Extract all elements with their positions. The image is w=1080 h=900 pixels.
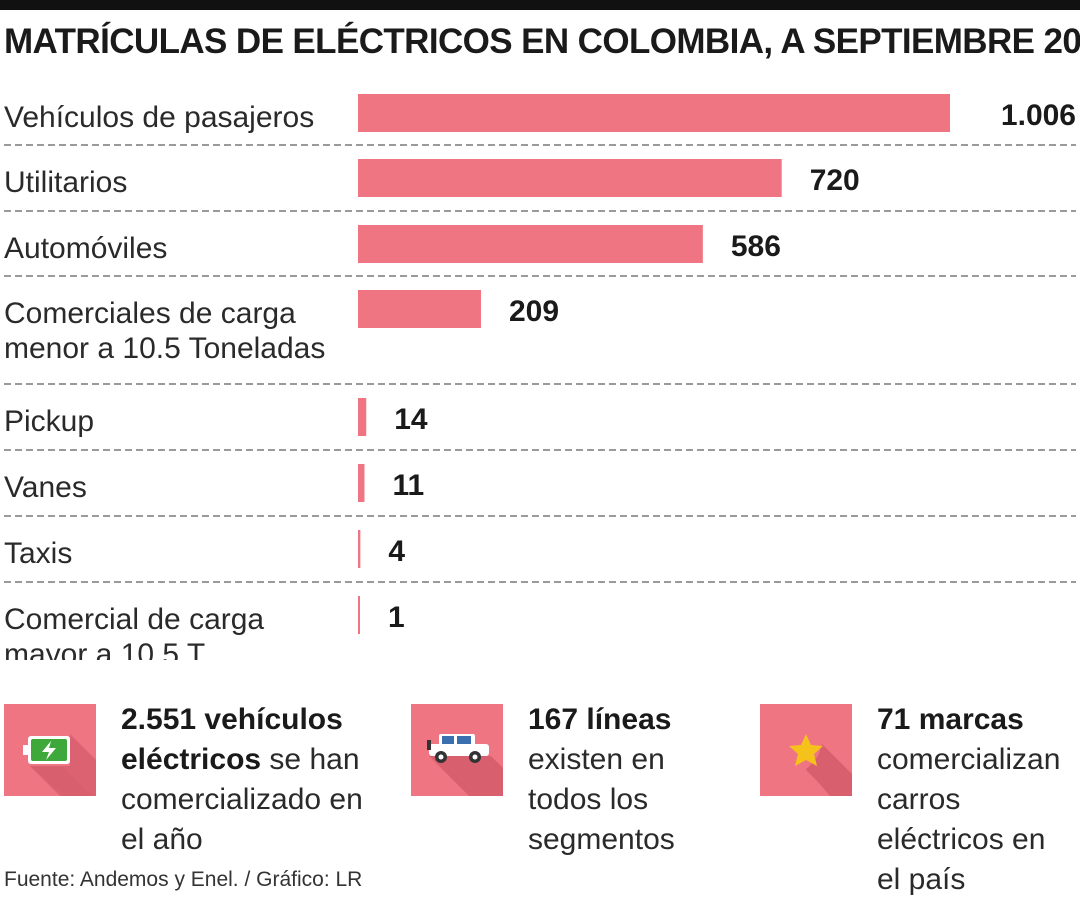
value-label: 209	[509, 295, 559, 328]
bar	[358, 530, 361, 568]
value-label: 11	[392, 469, 424, 502]
source-note: Fuente: Andemos y Enel. / Gráfico: LR	[4, 868, 363, 891]
stat-bold: 2.551 vehículos eléctricos	[121, 703, 343, 776]
value-label: 14	[394, 403, 428, 436]
bar	[358, 225, 703, 263]
bar	[358, 596, 360, 634]
bar	[358, 398, 367, 436]
star-icon	[760, 704, 852, 796]
stat-rest: se han comercializado en el año	[121, 743, 363, 856]
stat-text: 71 marcas comercializan carros eléctrico…	[877, 700, 1077, 900]
bar-chart: Vehículos de pasajeros 1.006 Utilitarios 72…	[4, 94, 1076, 660]
chart-title: MATRÍCULAS DE ELÉCTRICOS EN COLOMBIA, A …	[4, 22, 1080, 61]
category-label: Automóviles	[4, 232, 167, 265]
category-label: Pickup	[4, 405, 94, 438]
bar	[358, 464, 365, 502]
battery-icon	[4, 704, 96, 796]
stat-bold: 71 marcas	[877, 703, 1024, 736]
stat-text: 167 líneas existen en todos los segmento…	[528, 700, 698, 860]
bar	[358, 290, 481, 328]
stat-rest: comercializan carros eléctricos en el pa…	[877, 743, 1061, 896]
category-label: Utilitarios	[4, 166, 127, 199]
value-label: 1	[388, 601, 405, 634]
stat-rest: existen en todos los segmentos	[528, 743, 675, 856]
value-label: 720	[810, 164, 860, 197]
value-label: 4	[388, 535, 405, 568]
category-label: Vanes	[4, 471, 87, 504]
stat-bold: 167 líneas	[528, 703, 672, 736]
category-label: Comerciales de carga menor a 10.5 Tonelad…	[4, 297, 325, 365]
category-label: Taxis	[4, 537, 72, 570]
bar	[358, 159, 782, 197]
car-icon	[411, 704, 503, 796]
value-label: 586	[731, 230, 781, 263]
category-label: Vehículos de pasajeros	[4, 101, 314, 134]
top-rule	[0, 0, 1080, 10]
category-label: Comercial de carga mayor a 10,5 T	[4, 603, 264, 660]
stat-text: 2.551 vehículos eléctricos se han comerc…	[121, 700, 381, 860]
bar	[358, 94, 950, 132]
value-label: 1.006	[1001, 99, 1076, 132]
